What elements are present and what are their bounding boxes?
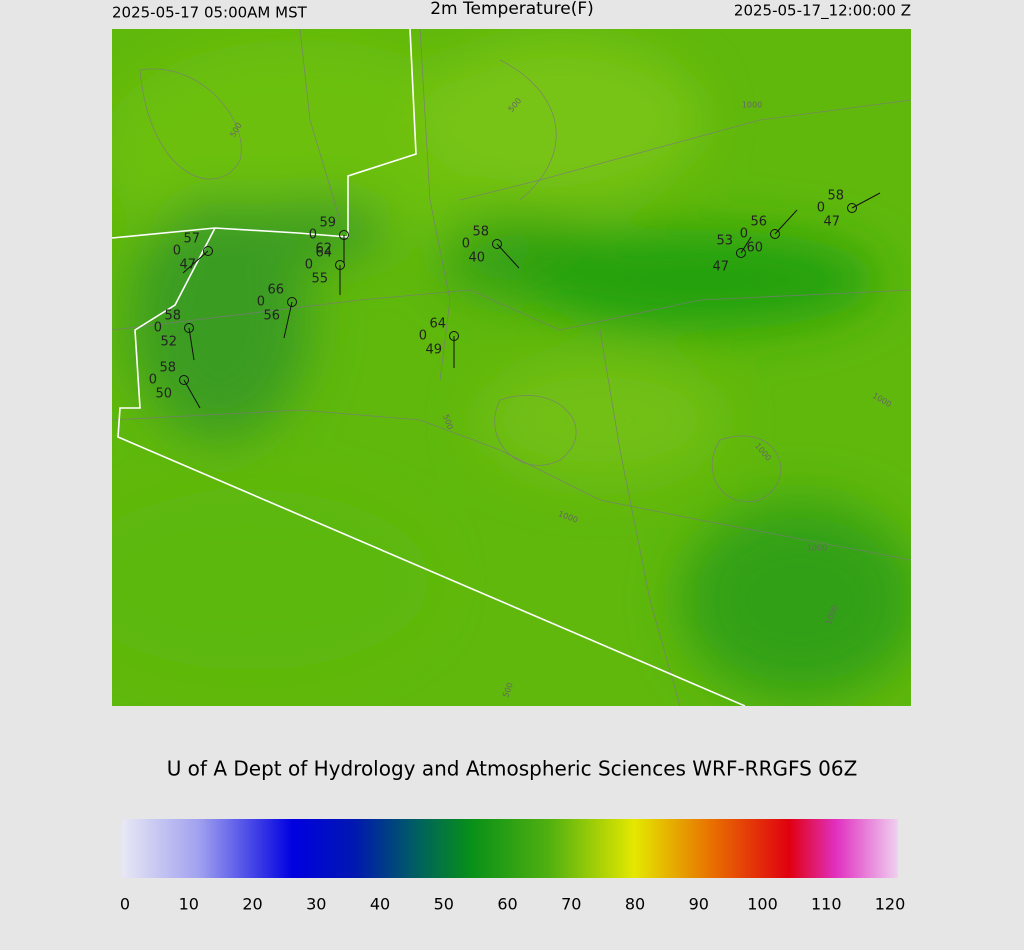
temperature: 58: [164, 309, 181, 324]
dewpoint: 47: [712, 260, 729, 275]
colorbar-tick-label: 110: [811, 895, 842, 914]
cloud-cover: 0: [462, 237, 470, 252]
station-circle: [736, 248, 746, 258]
cloud-cover: 0: [257, 295, 265, 310]
valid-local: 2025-05-17 05:00AM MST: [112, 4, 308, 22]
title: 2m Temperature(F): [430, 0, 594, 19]
contour-label: 1000: [807, 544, 827, 553]
station-circle: [287, 297, 297, 307]
temperature: 64: [429, 317, 446, 332]
temperature: 58: [472, 225, 489, 240]
colorbar: [122, 819, 898, 878]
station-circle: [179, 375, 189, 385]
dewpoint: 56: [263, 309, 280, 324]
credit: U of A Dept of Hydrology and Atmospheric…: [167, 757, 858, 781]
station-circle: [335, 260, 345, 270]
wind-barb: [851, 192, 881, 209]
station-circle: [770, 229, 780, 239]
cloud-cover: 0: [173, 244, 181, 259]
colorbar-tick-label: 30: [306, 895, 326, 914]
station-circle: [492, 239, 502, 249]
colorbar-tick-label: 60: [497, 895, 517, 914]
dewpoint: 49: [425, 343, 442, 358]
wind-barb: [496, 243, 520, 269]
dewpoint: 50: [155, 387, 172, 402]
temperature: 59: [319, 216, 336, 231]
temperature: 53: [716, 234, 733, 249]
station-circle: [203, 246, 213, 256]
cloud-cover: 0: [740, 227, 748, 242]
cloud-cover: 0: [149, 373, 157, 388]
temperature: 58: [159, 361, 176, 376]
cloud-cover: 0: [154, 321, 162, 336]
colorbar-tick-label: 40: [370, 895, 390, 914]
temperature: 66: [267, 283, 284, 298]
valid-utc: 2025-05-17_12:00:00 Z: [734, 2, 911, 21]
colorbar-tick-label: 20: [242, 895, 262, 914]
station-circle: [847, 203, 857, 213]
wind-barb: [182, 250, 209, 274]
temperature: 58: [827, 189, 844, 204]
cloud-cover: 0: [305, 258, 313, 273]
colorbar-tick-label: 50: [434, 895, 454, 914]
wind-barb: [188, 327, 195, 361]
dewpoint: 62: [315, 242, 332, 257]
dewpoint: 40: [468, 251, 485, 266]
dewpoint: 47: [179, 258, 196, 273]
contour-label: 1000: [742, 101, 762, 110]
cloud-cover: 0: [817, 201, 825, 216]
wind-barb: [774, 209, 798, 235]
temperature: 57: [183, 232, 200, 247]
colorbar-tick-label: 80: [625, 895, 645, 914]
temperature: 56: [750, 215, 767, 230]
colorbar-tick-label: 120: [875, 895, 906, 914]
colorbar-tick-label: 10: [179, 895, 199, 914]
wind-barb: [283, 301, 293, 339]
cloud-cover: 0: [309, 228, 317, 243]
colorbar-tick-label: 100: [747, 895, 778, 914]
map: [112, 29, 911, 706]
colorbar-tick-label: 70: [561, 895, 581, 914]
wind-barb: [740, 236, 752, 254]
dewpoint: 55: [311, 272, 328, 287]
wind-barb: [183, 379, 201, 409]
dewpoint: 52: [160, 335, 177, 350]
station-circle: [184, 323, 194, 333]
cloud-cover: 0: [419, 329, 427, 344]
temperature: 64: [315, 246, 332, 261]
colorbar-tick-label: 90: [689, 895, 709, 914]
dewpoint: 60: [746, 241, 763, 256]
station-circle: [339, 230, 349, 240]
station-circle: [449, 331, 459, 341]
colorbar-tick-label: 0: [120, 895, 130, 914]
dewpoint: 47: [823, 215, 840, 230]
